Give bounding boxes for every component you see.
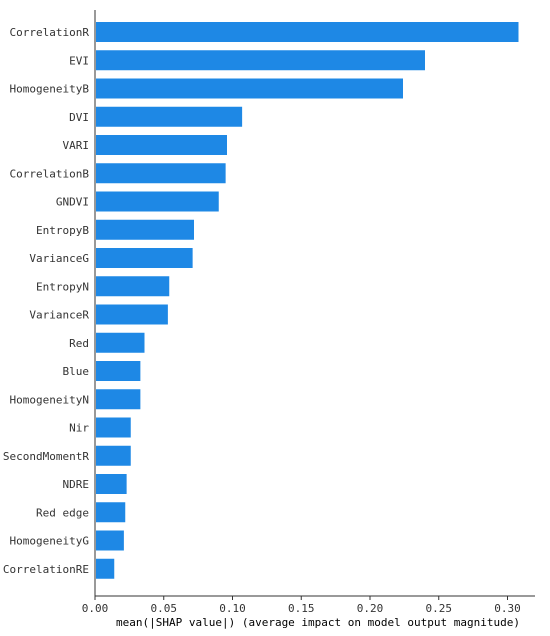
bar-red xyxy=(96,332,145,353)
bar-correlationb xyxy=(96,163,226,184)
bar-homogeneityb xyxy=(96,78,403,99)
y-tick-label: GNDVI xyxy=(56,196,89,209)
y-tick-label: VarianceG xyxy=(29,252,89,265)
x-tick-label: 0.30 xyxy=(494,602,521,615)
bar-entropyn xyxy=(96,276,170,297)
bar-entropyb xyxy=(96,219,194,240)
bar-ndre xyxy=(96,474,127,494)
y-tick-label: Blue xyxy=(63,365,90,378)
x-tick-label: 0.25 xyxy=(426,602,453,615)
x-tick-label: 0.00 xyxy=(82,602,109,615)
y-tick-label: EntropyN xyxy=(36,280,89,293)
y-tick-label: HomogeneityG xyxy=(10,535,89,548)
bar-red-edge xyxy=(96,502,126,523)
bar-correlationre xyxy=(96,558,115,579)
bar-secondmomentr xyxy=(96,445,131,466)
y-tick-label: NDRE xyxy=(63,478,90,491)
y-tick-label: Red xyxy=(69,337,89,350)
y-tick-label: VARI xyxy=(63,139,90,152)
bars-group xyxy=(96,22,519,579)
y-tick-label: EVI xyxy=(69,54,89,67)
bar-homogeneityg xyxy=(96,530,124,551)
y-tick-label: Red edge xyxy=(36,506,89,519)
y-tick-label: CorrelationB xyxy=(10,167,90,180)
y-tick-label: CorrelationR xyxy=(10,26,90,39)
x-tick-label: 0.10 xyxy=(219,602,246,615)
y-tick-label: VarianceR xyxy=(29,309,89,322)
y-tick-labels: CorrelationR EVI HomogeneityB DVI VARI Correl… xyxy=(3,26,89,576)
bar-variancer xyxy=(96,304,168,325)
bar-blue xyxy=(96,361,141,381)
bar-nir xyxy=(96,417,131,438)
y-tick-label: CorrelationRE xyxy=(3,563,89,576)
bar-evi xyxy=(96,50,425,71)
bar-varianceg xyxy=(96,248,193,268)
x-axis-title: mean(|SHAP value|) (average impact on mo… xyxy=(116,616,520,629)
y-tick-label: Nir xyxy=(69,422,89,435)
bar-dvi xyxy=(96,106,243,127)
y-tick-label: HomogeneityB xyxy=(10,83,90,96)
x-tick-label: 0.15 xyxy=(288,602,315,615)
y-tick-label: EntropyB xyxy=(36,224,89,237)
x-ticks: 0.00 0.05 0.10 0.15 0.20 0.25 0.30 xyxy=(82,596,521,615)
bar-vari xyxy=(96,135,227,155)
y-tick-label: HomogeneityN xyxy=(10,393,89,406)
x-tick-label: 0.20 xyxy=(357,602,384,615)
bar-homogeneityn xyxy=(96,389,141,410)
y-tick-label: SecondMomentR xyxy=(3,450,89,463)
bar-gndvi xyxy=(96,191,219,212)
y-tick-label: DVI xyxy=(69,111,89,124)
x-tick-label: 0.05 xyxy=(151,602,178,615)
bar-correlationr xyxy=(96,22,519,42)
